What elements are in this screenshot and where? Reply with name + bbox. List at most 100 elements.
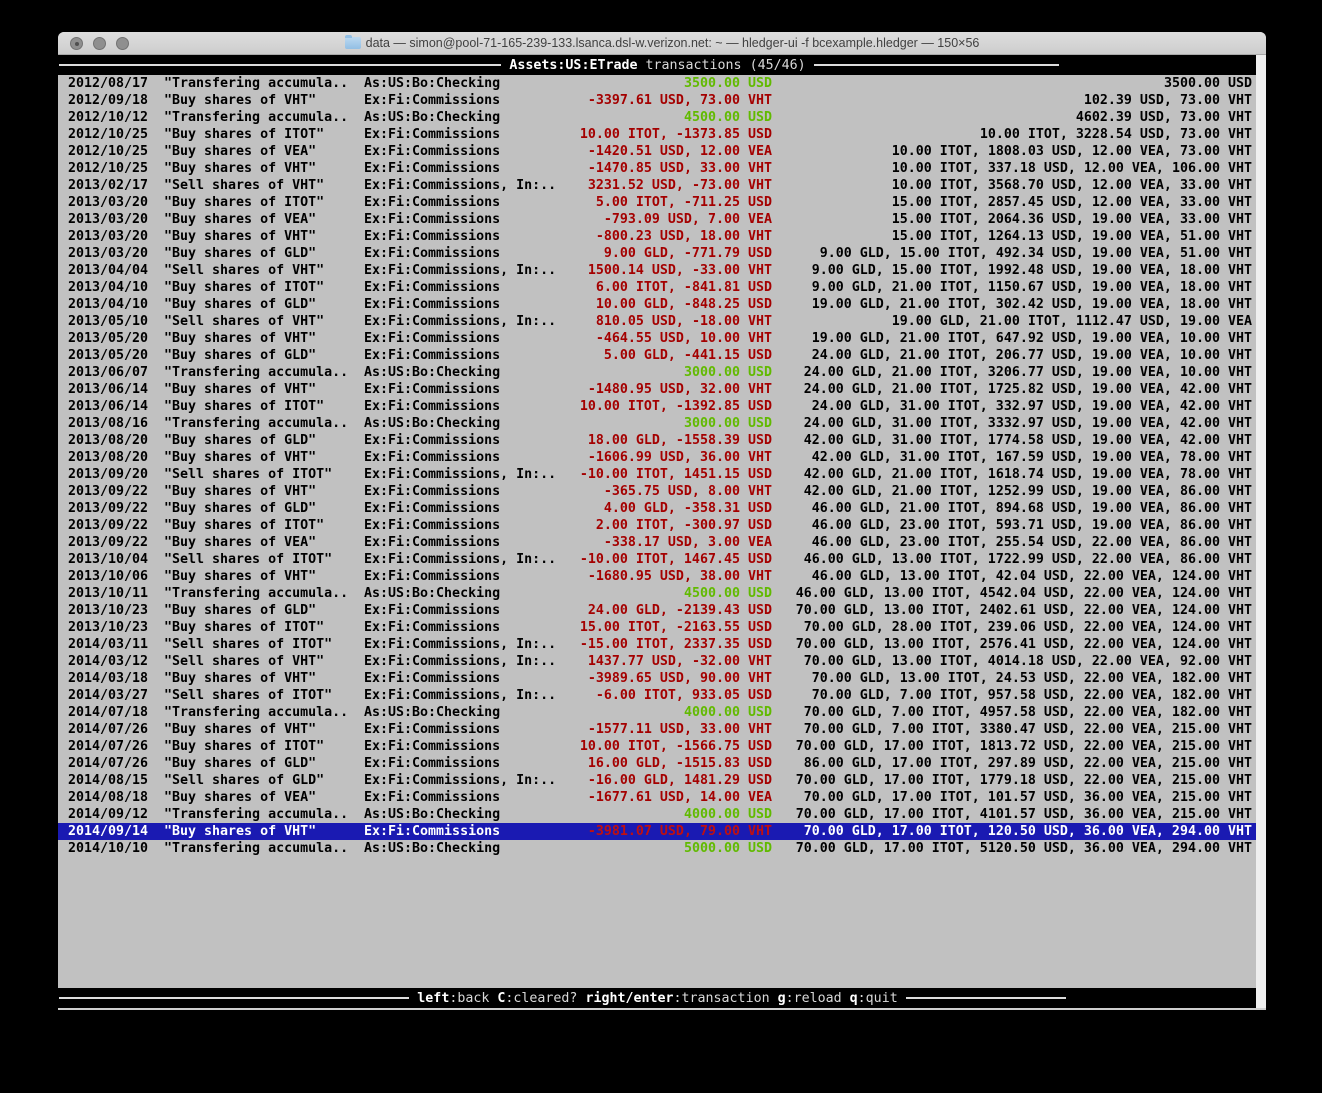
row-description: "Buy shares of VHT" — [164, 161, 317, 176]
row-account: Ex:Fi:Commissions — [364, 433, 501, 448]
row-date: 2014/07/18 — [68, 705, 149, 720]
register-row[interactable]: 2012/10/12 "Transfering accumula.. As:US:B… — [58, 109, 1256, 126]
row-account: Ex:Fi:Commissions, In:.. — [364, 654, 557, 669]
register-row[interactable]: 2013/05/10 "Sell shares of VHT" Ex:Fi:Comm… — [58, 313, 1256, 330]
register-row[interactable]: 2014/03/12 "Sell shares of VHT" Ex:Fi:Comm… — [58, 653, 1256, 670]
empty-area — [58, 857, 1266, 988]
row-balance: 70.00 GLD, 17.00 ITOT, 4101.57 USD, 36.0… — [795, 807, 1252, 822]
row-date: 2013/06/14 — [68, 382, 149, 397]
register-row[interactable]: 2013/09/22 "Buy shares of ITOT" Ex:Fi:Comm… — [58, 517, 1256, 534]
register-row[interactable]: 2014/08/18 "Buy shares of VEA" Ex:Fi:Commi… — [58, 789, 1256, 806]
row-change: -1606.99 USD, 36.00 VHT — [587, 450, 772, 465]
row-description: "Buy shares of VHT" — [164, 671, 317, 686]
row-account: As:US:Bo:Checking — [364, 110, 501, 125]
row-description: "Buy shares of VHT" — [164, 331, 317, 346]
row-balance: 9.00 GLD, 15.00 ITOT, 492.34 USD, 19.00 … — [819, 246, 1252, 261]
register-row[interactable]: 2014/10/10 "Transfering accumula.. As:US:B… — [58, 840, 1256, 857]
row-change: -3397.61 USD, 73.00 VHT — [587, 93, 772, 108]
row-change: 10.00 GLD, -848.25 USD — [595, 297, 772, 312]
register-row[interactable]: 2013/08/20 "Buy shares of VHT" Ex:Fi:Commi… — [58, 449, 1256, 466]
row-change: 5.00 ITOT, -711.25 USD — [595, 195, 772, 210]
register-row[interactable]: 2013/08/16 "Transfering accumula.. As:US:B… — [58, 415, 1256, 432]
row-account: Ex:Fi:Commissions, In:.. — [364, 773, 557, 788]
row-description: "Sell shares of VHT" — [164, 263, 325, 278]
scrollbar-track[interactable] — [1256, 55, 1266, 1008]
register-row[interactable]: 2014/07/26 "Buy shares of ITOT" Ex:Fi:Comm… — [58, 738, 1256, 755]
row-account: Ex:Fi:Commissions — [364, 246, 501, 261]
register-row[interactable]: 2013/03/20 "Buy shares of VEA" Ex:Fi:Commi… — [58, 211, 1256, 228]
divider-line — [813, 64, 1059, 66]
register-row[interactable]: 2014/07/26 "Buy shares of VHT" Ex:Fi:Commi… — [58, 721, 1256, 738]
register-row[interactable]: 2014/08/15 "Sell shares of GLD" Ex:Fi:Comm… — [58, 772, 1256, 789]
title-bar[interactable]: data — simon@pool-71-165-239-133.lsanca.… — [58, 32, 1266, 55]
register-row[interactable]: 2014/09/14 "Buy shares of VHT" Ex:Fi:Commi… — [58, 823, 1256, 840]
zoom-button[interactable] — [116, 37, 129, 50]
register-row[interactable]: 2013/09/22 "Buy shares of VHT" Ex:Fi:Commi… — [58, 483, 1256, 500]
register-row[interactable]: 2012/09/18 "Buy shares of VHT" Ex:Fi:Commi… — [58, 92, 1256, 109]
register-row[interactable]: 2013/02/17 "Sell shares of VHT" Ex:Fi:Comm… — [58, 177, 1256, 194]
register-row[interactable]: 2013/06/07 "Transfering accumula.. As:US:B… — [58, 364, 1256, 381]
row-date: 2014/08/15 — [68, 773, 149, 788]
register-row[interactable]: 2013/03/20 "Buy shares of GLD" Ex:Fi:Commi… — [58, 245, 1256, 262]
row-change: 810.05 USD, -18.00 VHT — [595, 314, 772, 329]
register-row[interactable]: 2014/03/18 "Buy shares of VHT" Ex:Fi:Commi… — [58, 670, 1256, 687]
register-row[interactable]: 2014/03/11 "Sell shares of ITOT" Ex:Fi:Com… — [58, 636, 1256, 653]
register-row[interactable]: 2013/05/20 "Buy shares of VHT" Ex:Fi:Commi… — [58, 330, 1256, 347]
register-row[interactable]: 2013/04/10 "Buy shares of ITOT" Ex:Fi:Comm… — [58, 279, 1256, 296]
register-row[interactable]: 2013/10/11 "Transfering accumula.. As:US:B… — [58, 585, 1256, 602]
register-row[interactable]: 2013/10/04 "Sell shares of ITOT" Ex:Fi:Com… — [58, 551, 1256, 568]
register-row[interactable]: 2013/10/06 "Buy shares of VHT" Ex:Fi:Commi… — [58, 568, 1256, 585]
register-row[interactable]: 2013/09/22 "Buy shares of VEA" Ex:Fi:Commi… — [58, 534, 1256, 551]
register-row[interactable]: 2013/09/20 "Sell shares of ITOT" Ex:Fi:Com… — [58, 466, 1256, 483]
register-row[interactable]: 2014/07/18 "Transfering accumula.. As:US:B… — [58, 704, 1256, 721]
register-row[interactable]: 2013/04/04 "Sell shares of VHT" Ex:Fi:Comm… — [58, 262, 1256, 279]
row-balance: 102.39 USD, 73.00 VHT — [1083, 93, 1252, 108]
row-date: 2014/07/26 — [68, 756, 149, 771]
row-description: "Buy shares of GLD" — [164, 603, 317, 618]
row-balance: 15.00 ITOT, 2857.45 USD, 12.00 VEA, 33.0… — [891, 195, 1252, 210]
register-row[interactable]: 2013/04/10 "Buy shares of GLD" Ex:Fi:Commi… — [58, 296, 1256, 313]
register-row[interactable]: 2013/05/20 "Buy shares of GLD" Ex:Fi:Commi… — [58, 347, 1256, 364]
row-description: "Buy shares of ITOT" — [164, 739, 325, 754]
row-description: "Buy shares of GLD" — [164, 297, 317, 312]
register-row[interactable]: 2013/06/14 "Buy shares of VHT" Ex:Fi:Commi… — [58, 381, 1256, 398]
row-date: 2014/09/12 — [68, 807, 149, 822]
register-row[interactable]: 2012/10/25 "Buy shares of VEA" Ex:Fi:Commi… — [58, 143, 1256, 160]
register-row[interactable]: 2012/10/25 "Buy shares of VHT" Ex:Fi:Commi… — [58, 160, 1256, 177]
register-row[interactable]: 2012/10/25 "Buy shares of ITOT" Ex:Fi:Comm… — [58, 126, 1256, 143]
row-account: Ex:Fi:Commissions, In:.. — [364, 314, 557, 329]
row-date: 2013/06/14 — [68, 399, 149, 414]
register-row[interactable]: 2013/03/20 "Buy shares of VHT" Ex:Fi:Commi… — [58, 228, 1256, 245]
window-bottom-edge — [58, 1008, 1266, 1010]
row-description: "Buy shares of VEA" — [164, 212, 317, 227]
register-row[interactable]: 2014/03/27 "Sell shares of ITOT" Ex:Fi:Com… — [58, 687, 1256, 704]
row-description: "Buy shares of GLD" — [164, 501, 317, 516]
close-button[interactable] — [70, 37, 83, 50]
register-row[interactable]: 2012/08/17 "Transfering accumula.. As:US:B… — [58, 75, 1256, 92]
help-key: g — [777, 990, 786, 1006]
terminal-screen: Assets:US:ETrade transactions (45/46) 20… — [58, 55, 1266, 1008]
row-account: Ex:Fi:Commissions — [364, 603, 501, 618]
row-description: "Transfering accumula.. — [164, 841, 349, 856]
row-description: "Buy shares of VHT" — [164, 569, 317, 584]
help-action: :reload — [785, 990, 850, 1006]
register-row[interactable]: 2014/09/12 "Transfering accumula.. As:US:B… — [58, 806, 1256, 823]
register-row[interactable]: 2013/06/14 "Buy shares of ITOT" Ex:Fi:Comm… — [58, 398, 1256, 415]
register-row[interactable]: 2014/07/26 "Buy shares of GLD" Ex:Fi:Commi… — [58, 755, 1256, 772]
register-row[interactable]: 2013/09/22 "Buy shares of GLD" Ex:Fi:Commi… — [58, 500, 1256, 517]
minimize-button[interactable] — [93, 37, 106, 50]
register-row[interactable]: 2013/10/23 "Buy shares of GLD" Ex:Fi:Commi… — [58, 602, 1256, 619]
row-change: -800.23 USD, 18.00 VHT — [595, 229, 772, 244]
row-description: "Transfering accumula.. — [164, 705, 349, 720]
row-date: 2013/06/07 — [68, 365, 149, 380]
row-balance: 46.00 GLD, 21.00 ITOT, 894.68 USD, 19.00… — [811, 501, 1252, 516]
register-row[interactable]: 2013/03/20 "Buy shares of ITOT" Ex:Fi:Comm… — [58, 194, 1256, 211]
register-row[interactable]: 2013/08/20 "Buy shares of GLD" Ex:Fi:Commi… — [58, 432, 1256, 449]
register-row[interactable]: 2013/10/23 "Buy shares of ITOT" Ex:Fi:Comm… — [58, 619, 1256, 636]
row-balance: 24.00 GLD, 21.00 ITOT, 1725.82 USD, 19.0… — [803, 382, 1252, 397]
row-description: "Buy shares of ITOT" — [164, 620, 325, 635]
row-balance: 9.00 GLD, 21.00 ITOT, 1150.67 USD, 19.00… — [811, 280, 1252, 295]
row-description: "Sell shares of ITOT" — [164, 552, 333, 567]
row-description: "Transfering accumula.. — [164, 365, 349, 380]
row-description: "Sell shares of VHT" — [164, 314, 325, 329]
